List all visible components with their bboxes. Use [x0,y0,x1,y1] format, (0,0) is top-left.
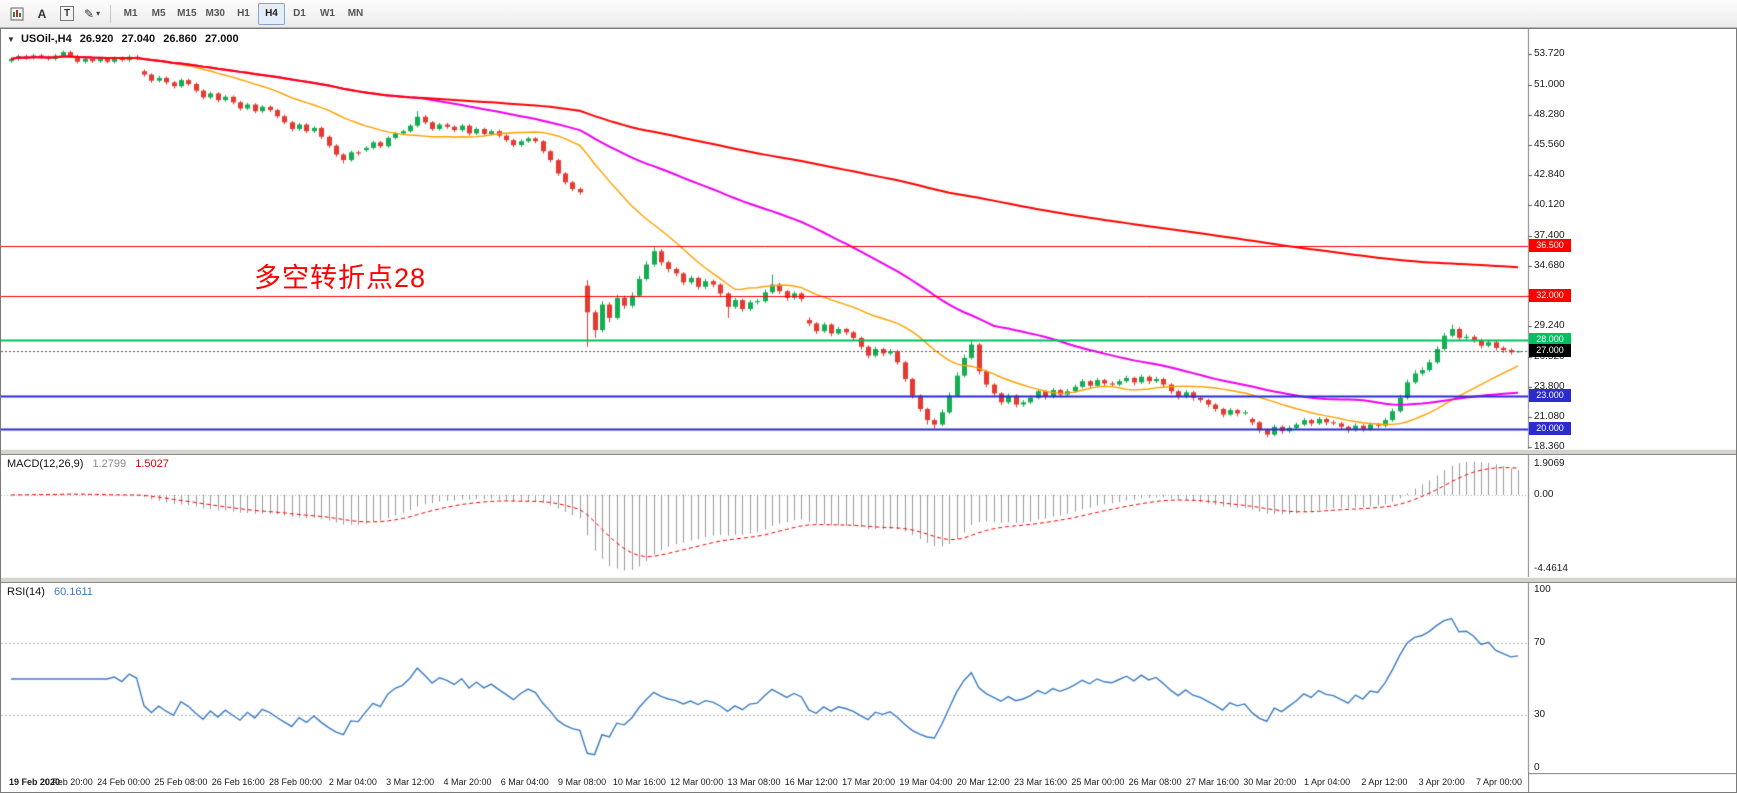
time-tick-label: 2 Apr 12:00 [1361,777,1408,787]
price-tick-label: 45.560 [1534,139,1565,150]
toolbar-separator [110,4,112,23]
timeframe-button-w1[interactable]: W1 [319,8,335,19]
time-tick-label: 23 Mar 16:00 [1014,777,1068,787]
mini-chart-icon [10,7,24,20]
time-tick-label: 16 Mar 12:00 [784,777,838,787]
text-tool-button[interactable]: T [55,3,79,25]
chart-window[interactable]: ▼ USOil-,H4 26.920 27.040 26.860 27.000 … [0,28,1737,793]
pane-splitter-rsi[interactable] [1,577,1736,583]
price-level-tag: 20.000 [1529,422,1571,435]
time-tick-label: 7 Apr 00:00 [1475,777,1523,787]
symbol-period-label: USOil-,H4 [20,33,72,45]
ohlc-open: 26.920 [79,33,114,45]
time-tick-label: 26 Feb 16:00 [211,777,265,787]
macd-axis-zero-label: 0.00 [1534,488,1554,500]
rsi-indicator-label: RSI(14) 60.1611 [7,586,99,598]
time-tick-label: 10 Mar 16:00 [612,777,666,787]
price-axis[interactable]: 53.720 51.000 48.280 45.560 42.840 40.120 37.4… [1528,29,1736,792]
time-tick-label: 27 Mar 16:00 [1185,777,1239,787]
drawing-tools-button[interactable]: ✎ ▾ [80,3,104,25]
rsi-name: RSI(14) [7,586,45,598]
price-tick-label: 40.120 [1534,199,1565,211]
dropdown-caret-icon: ▾ [96,9,101,18]
time-tick-label: 3 Mar 12:00 [386,777,435,787]
price-tick-label: 37.400 [1534,229,1565,241]
expand-triangle-icon[interactable]: ▼ [7,35,15,44]
pencil-icon: ✎ [84,6,95,21]
price-tick-label: 18.360 [1534,441,1565,453]
rsi-axis-label: 30 [1534,708,1546,720]
time-tick-label: 4 Mar 20:00 [443,777,492,787]
timeframe-button-h4[interactable]: H4 [257,2,285,25]
text-tool-icon: T [59,6,75,21]
time-tick-label: 1 Apr 04:00 [1304,777,1351,787]
timeframe-button-m30[interactable]: M30 [205,8,225,19]
time-tick-label: 20 Mar 12:00 [956,777,1010,787]
ohlc-close: 27.000 [204,33,239,45]
macd-indicator-label: MACD(12,26,9) 1.2799 1.5027 [7,458,175,470]
price-tick-label: 51.000 [1534,78,1565,90]
ohlc-high: 27.040 [121,33,156,45]
timeframe-button-h1[interactable]: H1 [237,8,250,19]
price-level-tag: 36.500 [1529,238,1571,252]
timeframe-button-m15[interactable]: M15 [177,8,197,19]
time-tick-label: 26 Mar 08:00 [1128,777,1182,787]
time-tick-label: 19 Feb 2020 [9,777,61,787]
price-level-tag: 23.000 [1529,388,1571,402]
chart-header: ▼ USOil-,H4 26.920 27.040 26.860 27.000 [7,33,244,45]
price-level-tag: 32.000 [1529,288,1571,302]
macd-name: MACD(12,26,9) [7,458,84,470]
time-tick-label: 17 Mar 20:00 [842,777,896,787]
time-tick-label: 20 Feb 20:00 [39,777,93,787]
time-tick-label: 25 Mar 00:00 [1071,777,1125,787]
price-tick-label: 29.240 [1534,320,1565,332]
price-tick-label: 23.800 [1534,380,1565,392]
price-tick-label: 42.840 [1534,169,1565,181]
timeframe-button-d1[interactable]: D1 [293,8,306,19]
rsi-value: 60.1611 [53,586,93,598]
time-tick-label: 24 Feb 00:00 [97,777,151,787]
price-level-tag: 28.000 [1529,333,1571,347]
macd-axis-min-label: -4.4614 [1534,563,1568,574]
annotation-text[interactable]: 多空转折点28 [254,263,427,293]
current-price-tag: 27.000 [1529,344,1571,358]
macd-axis-max-label: 1.9069 [1534,458,1565,469]
time-tick-label: 30 Mar 20:00 [1243,777,1297,787]
pane-splitter-macd[interactable] [1,449,1736,455]
time-tick-label: 2 Mar 04:00 [328,777,377,787]
price-tick-label: 53.720 [1534,48,1565,60]
ohlc-low: 26.860 [163,33,197,45]
toolbar: A T ✎ ▾ M1 M5 M15 M30 H1 H4 D1 W1 MN [0,0,1737,28]
timeframe-button-m5[interactable]: M5 [151,8,166,19]
rsi-axis-label: 70 [1534,637,1546,649]
text-label-tool-button[interactable]: A [30,3,54,25]
time-tick-label: 28 Feb 00:00 [269,777,323,787]
price-tick-label: 34.680 [1534,259,1565,271]
time-tick-label: 9 Mar 08:00 [558,777,607,787]
timeframe-button-mn[interactable]: MN [347,8,364,19]
price-tick-label: 48.280 [1534,108,1565,120]
time-tick-label: 19 Mar 04:00 [899,777,953,787]
time-tick-label: 25 Feb 08:00 [154,777,208,787]
timeframe-button-m1[interactable]: M1 [123,8,138,19]
time-tick-label: 3 Apr 20:00 [1418,777,1465,787]
chart-canvas[interactable] [1,29,1736,792]
time-axis[interactable]: 19 Feb 2020 20 Feb 20:00 24 Feb 00:00 25 Fe… [1,773,1528,792]
rsi-axis-label: 0 [1534,762,1540,773]
rsi-axis-label: 100 [1534,584,1551,595]
time-tick-label: 6 Mar 04:00 [500,777,549,787]
text-label-icon: A [37,6,47,21]
time-tick-label: 13 Mar 08:00 [727,777,781,787]
chart-objects-button[interactable] [5,3,29,25]
time-tick-label: 12 Mar 00:00 [670,777,724,787]
macd-signal-value: 1.5027 [135,458,169,470]
macd-main-value: 1.2799 [92,458,127,470]
price-tick-label: 21.080 [1534,411,1565,422]
